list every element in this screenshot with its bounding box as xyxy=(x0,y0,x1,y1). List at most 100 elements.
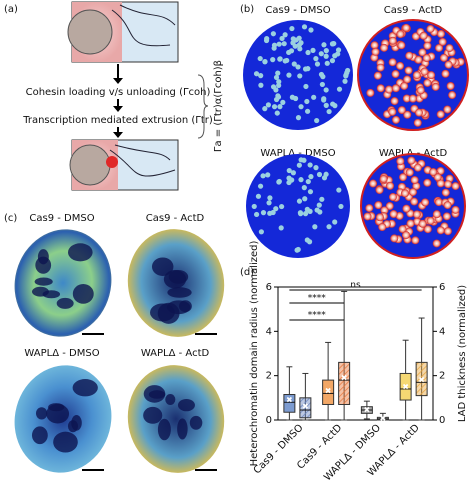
domain-dot xyxy=(304,98,310,105)
dark-domain xyxy=(72,283,94,304)
step-text: Transcription mediated extrusion (Γtr) xyxy=(22,115,213,126)
domain-dot xyxy=(260,210,267,216)
domain-dot xyxy=(323,87,329,93)
domain-dot xyxy=(253,71,260,77)
dark-domain xyxy=(71,415,82,431)
dark-domain xyxy=(35,256,52,274)
domain-dot xyxy=(448,91,457,100)
domain-dot xyxy=(418,48,427,57)
domain-dot xyxy=(290,170,296,176)
domain-dot xyxy=(397,106,406,115)
domain-dot xyxy=(369,179,378,188)
simulation-nucleus xyxy=(246,154,350,258)
y2-tick-label: 6 xyxy=(439,282,445,293)
dark-domain xyxy=(46,403,70,424)
box xyxy=(322,379,335,405)
domain-dot xyxy=(435,43,444,52)
domain-dot xyxy=(313,165,319,171)
domain-dot xyxy=(403,75,412,84)
dark-domain xyxy=(143,385,166,403)
domain-dot xyxy=(401,189,410,198)
domain-dot xyxy=(286,72,292,78)
brace xyxy=(197,74,209,139)
domain-dot xyxy=(402,94,411,103)
domain-dot xyxy=(286,49,292,56)
dark-domain xyxy=(35,407,48,420)
domain-dot xyxy=(260,173,266,179)
dark-domain xyxy=(177,418,188,440)
domain-dot xyxy=(286,167,292,174)
panel-a: (a) Cohesin loading v/s unloading (Γcoh)… xyxy=(4,1,224,191)
domain-dot xyxy=(297,73,303,79)
dark-domain xyxy=(53,431,78,453)
domain-dot xyxy=(323,102,329,108)
schematic xyxy=(69,144,111,186)
domain-dot xyxy=(389,210,398,219)
dark-domain xyxy=(165,393,176,406)
domain-dot xyxy=(388,36,397,45)
domain-dot xyxy=(317,209,323,215)
dark-domain xyxy=(150,303,175,322)
domain-dot xyxy=(439,53,448,62)
schematic xyxy=(111,4,176,47)
domain-dot xyxy=(297,210,304,216)
domain-dot xyxy=(414,55,423,64)
mean-marker: ✖ xyxy=(380,414,387,423)
domain-dot xyxy=(326,224,332,230)
domain-dot xyxy=(278,225,284,231)
domain-dot xyxy=(378,223,387,232)
domain-dot xyxy=(276,79,282,85)
domain-dot xyxy=(335,47,342,53)
schematic xyxy=(109,144,176,177)
panel-title: WAPLΔ - DMSO xyxy=(260,148,335,159)
box xyxy=(415,361,428,397)
domain-dot xyxy=(289,25,295,32)
domain-dot xyxy=(308,27,314,33)
domain-dot xyxy=(441,188,450,197)
domain-dot xyxy=(436,110,445,119)
domain-dot xyxy=(444,60,453,69)
domain-dot xyxy=(270,31,276,37)
domain-dot xyxy=(271,104,278,110)
domain-dot xyxy=(446,82,455,91)
domain-dot xyxy=(374,201,383,210)
domain-dot xyxy=(365,204,374,213)
domain-dot xyxy=(436,29,445,38)
domain-dot xyxy=(321,42,327,48)
domain-dot xyxy=(443,227,452,236)
domain-dot xyxy=(402,231,411,240)
domain-dot xyxy=(395,211,404,220)
domain-dot xyxy=(342,78,348,84)
domain-dot xyxy=(380,206,389,215)
domain-dot xyxy=(298,157,304,163)
domain-dot xyxy=(277,104,283,110)
domain-dot xyxy=(319,81,325,88)
domain-dot xyxy=(402,204,411,213)
domain-dot xyxy=(405,51,414,60)
domain-dot xyxy=(376,84,385,93)
domain-dot xyxy=(295,64,301,70)
panel-title: Cas9 - DMSO xyxy=(265,5,330,16)
domain-dot xyxy=(436,226,445,235)
domain-dot xyxy=(388,107,397,116)
domain-dot xyxy=(326,108,332,115)
mean-marker: ✖ xyxy=(286,396,293,405)
domain-dot xyxy=(323,53,329,59)
domain-dot xyxy=(303,83,309,90)
domain-dot xyxy=(310,47,316,53)
mean-marker: ✖ xyxy=(364,406,371,415)
domain-dot xyxy=(305,178,311,185)
domain-dot xyxy=(336,86,343,92)
panel-label: (c) xyxy=(4,213,17,224)
panel-title: Cas9 - DMSO xyxy=(29,213,94,224)
mean-marker: ✖ xyxy=(341,373,348,382)
domain-dot xyxy=(380,43,389,52)
panel-title: Cas9 - ActD xyxy=(146,213,205,224)
y2-tick-label: 4 xyxy=(439,326,445,337)
domain-dot xyxy=(426,24,435,33)
y-tick-label: 2 xyxy=(266,371,272,382)
domain-dot xyxy=(445,44,454,53)
box xyxy=(283,394,296,413)
y-tick-label: 0 xyxy=(266,415,272,426)
